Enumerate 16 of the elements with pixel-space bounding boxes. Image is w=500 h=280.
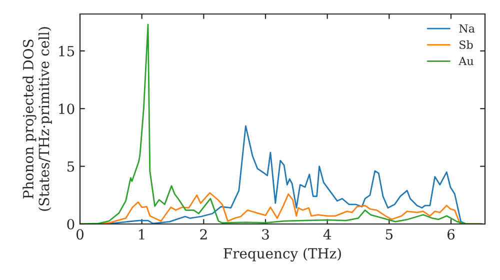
legend-label: Sb xyxy=(460,40,473,49)
x-tick-label: 2 xyxy=(200,229,207,240)
legend-label: Na xyxy=(459,24,475,33)
x-tick-label: 5 xyxy=(386,229,393,240)
y-tick-label: 10 xyxy=(59,104,74,114)
x-tick-label: 6 xyxy=(448,229,455,240)
x-tick-label: 0 xyxy=(76,229,84,240)
y-axis-title: Phonon projected DOS (States/THz·primitive cell) xyxy=(22,27,52,211)
x-tick-label: 1 xyxy=(139,229,144,240)
x-tick-label: 4 xyxy=(323,229,332,240)
y-tick-label: 15 xyxy=(59,46,74,56)
y-tick-label: 5 xyxy=(67,161,74,172)
y-tick-label: 0 xyxy=(67,218,74,230)
x-axis-title: Frequency (THz) xyxy=(224,248,341,262)
legend-label: Au xyxy=(458,56,474,66)
x-tick-label: 3 xyxy=(262,229,269,240)
